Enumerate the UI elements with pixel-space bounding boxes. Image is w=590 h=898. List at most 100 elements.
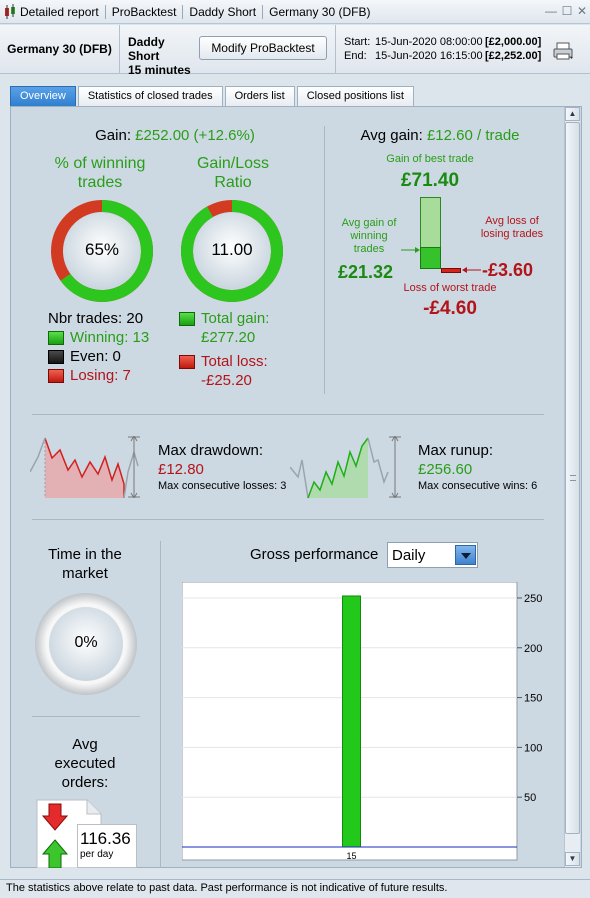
y-tick-label: 150 — [524, 693, 542, 705]
avg-orders-unit: per day — [80, 849, 114, 860]
avg-orders-title: Avg executed orders: — [54, 736, 116, 791]
tab-orders-list[interactable]: Orders list — [224, 86, 295, 106]
avg-loss-label: Avg loss of losing trades — [480, 215, 544, 240]
even-swatch-icon — [48, 349, 64, 364]
scroll-down-icon[interactable]: ▼ — [565, 852, 580, 866]
losing-swatch-icon — [48, 368, 64, 383]
time-in-market-value: 0% — [74, 634, 98, 651]
divider — [32, 716, 140, 717]
breadcrumb-item[interactable]: ProBacktest — [106, 5, 184, 19]
winning-trades-donut: 65% — [50, 199, 154, 303]
breadcrumb-item[interactable]: Daddy Short — [183, 5, 264, 19]
avg-win-bar — [420, 247, 441, 269]
end-label: End: — [344, 50, 367, 62]
scroll-up-icon[interactable]: ▲ — [565, 107, 580, 121]
scroll-thumb[interactable] — [565, 122, 580, 834]
avg-win-label: Avg gain of winning trades — [341, 217, 397, 255]
total-gain-value: £277.20 — [201, 329, 256, 346]
gain-loss-ratio-title: Gain/Loss Ratio — [196, 155, 270, 191]
divider — [32, 519, 544, 520]
gross-performance-label: Gross performance — [250, 546, 379, 563]
gain-value: £252.00 (+12.6%) — [135, 127, 255, 144]
tab-bar: Overview Statistics of closed trades Ord… — [10, 86, 416, 106]
print-icon[interactable] — [553, 42, 575, 60]
avg-gain-label: Avg gain: — [360, 127, 423, 144]
start-label: Start: — [344, 36, 371, 48]
chevron-down-icon[interactable] — [455, 545, 476, 565]
strategy-info: Daddy Short 15 minutes — [128, 35, 198, 77]
avg-gain-value: £12.60 / trade — [426, 127, 520, 144]
winning-swatch-icon — [48, 330, 64, 345]
max-consecutive-losses: Max consecutive losses: 3 — [158, 480, 287, 492]
start-amount: [£2,000.00] — [485, 36, 542, 48]
period-select-value: Daily — [392, 547, 426, 564]
max-runup-label: Max runup: — [418, 442, 494, 459]
avg-orders-widget: 116.36 per day — [35, 798, 139, 868]
avg-loss-value: -£3.60 — [482, 260, 534, 280]
report-header: Germany 30 (DFB) Daddy Short 15 minutes … — [0, 25, 590, 77]
winning-percent: 65% — [84, 240, 120, 259]
tab-statistics[interactable]: Statistics of closed trades — [77, 86, 223, 106]
avg-loss-bar — [441, 268, 461, 273]
even-count: Even: 0 — [70, 348, 121, 365]
end-amount: [£2,252.00] — [485, 50, 542, 62]
divider — [335, 25, 336, 74]
winning-trades-title: % of winning trades — [54, 155, 146, 191]
tab-overview[interactable]: Overview — [10, 86, 76, 106]
candlestick-icon — [5, 4, 15, 19]
orders-counter: 116.36 per day — [77, 824, 137, 868]
drawdown-range-icon — [128, 436, 140, 498]
ratio-gain-arc — [181, 200, 283, 302]
period-select[interactable]: Daily — [387, 542, 478, 568]
best-trade-value: £71.40 — [400, 170, 460, 191]
maximize-icon[interactable]: ☐ — [561, 4, 573, 18]
vertical-scrollbar[interactable]: ▲ ▼ — [564, 107, 580, 867]
nbr-trades: Nbr trades: 20 — [48, 310, 144, 327]
time-in-market-title: Time in the market — [48, 546, 122, 582]
modify-probacktest-button[interactable]: Modify ProBacktest — [199, 36, 327, 60]
max-runup-value: £256.60 — [418, 461, 473, 478]
ratio-value: 11.00 — [211, 240, 253, 259]
donut-win-arc — [51, 200, 153, 302]
breadcrumb: Detailed report ProBacktest Daddy Short … — [20, 5, 376, 19]
breadcrumb-item[interactable]: Germany 30 (DFB) — [269, 5, 371, 19]
divider — [32, 414, 544, 415]
total-loss-value: -£25.20 — [201, 372, 252, 389]
avg-win-value: £21.32 — [338, 262, 394, 282]
worst-trade-label: Loss of worst trade — [403, 282, 497, 294]
y-tick-label: 100 — [524, 742, 542, 754]
worst-trade-value: -£4.60 — [423, 298, 477, 319]
start-date: 15-Jun-2020 08:00:00 — [375, 36, 483, 48]
totals: Total gain: £277.20 Total loss: -£25.20 — [179, 309, 269, 390]
y-tick-label: 250 — [524, 593, 542, 605]
max-consecutive-wins: Max consecutive wins: 6 — [418, 480, 538, 492]
gain-summary: Gain: £252.00 (+12.6%) — [60, 127, 290, 144]
title-bar: Detailed report ProBacktest Daddy Short … — [0, 0, 590, 24]
close-icon[interactable]: ✕ — [576, 4, 588, 18]
disclaimer-status-bar: The statistics above relate to past data… — [0, 879, 590, 898]
section-divider — [324, 126, 325, 394]
time-in-market-donut: 0% — [34, 592, 138, 696]
minimize-icon[interactable]: — — [545, 4, 557, 18]
best-trade-label: Gain of best trade — [386, 153, 474, 165]
max-drawdown-label: Max drawdown: — [158, 442, 264, 459]
arrow-right-icon — [401, 247, 420, 253]
bar-15 — [342, 595, 361, 848]
loss-swatch-icon — [179, 354, 195, 369]
runup-sparkline — [290, 437, 389, 499]
breadcrumb-item[interactable]: Detailed report — [20, 5, 106, 19]
avg-orders-value: 116.36 — [80, 829, 131, 848]
arrow-left-icon — [462, 267, 481, 273]
max-drawdown-value: £12.80 — [158, 461, 204, 478]
tab-closed-positions[interactable]: Closed positions list — [296, 86, 414, 106]
drawdown-sparkline — [30, 437, 139, 499]
strategy-timeframe: 15 minutes — [128, 63, 191, 77]
gain-label: Gain: — [95, 127, 131, 144]
total-loss-label: Total loss: — [201, 353, 268, 370]
gain-loss-ratio-donut: 11.00 — [180, 199, 284, 303]
runup-range-icon — [389, 436, 401, 498]
instrument-name: Germany 30 (DFB) — [0, 25, 120, 74]
x-tick-label: 15 — [346, 851, 356, 861]
end-date: 15-Jun-2020 16:15:00 — [375, 50, 483, 62]
winning-count: Winning: 13 — [70, 329, 150, 346]
